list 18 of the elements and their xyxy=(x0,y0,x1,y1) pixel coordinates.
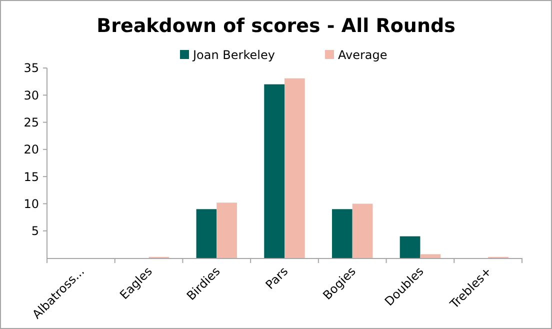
legend-label: Joan Berkeley xyxy=(192,48,275,62)
y-tick-label: 5 xyxy=(31,224,39,238)
bar xyxy=(264,84,284,258)
y-tick-label: 30 xyxy=(24,88,39,102)
bar xyxy=(352,204,373,258)
bar xyxy=(216,202,237,258)
y-tick-label: 20 xyxy=(24,142,39,157)
bar xyxy=(196,209,217,258)
y-tick-label: 35 xyxy=(24,61,39,76)
bar xyxy=(332,209,352,258)
y-tick-label: 15 xyxy=(24,170,39,184)
bar xyxy=(284,78,305,258)
y-tick-label: 10 xyxy=(24,196,39,211)
chart-title: Breakdown of scores - All Rounds xyxy=(96,15,456,37)
legend-label: Average xyxy=(338,48,388,62)
bar xyxy=(400,236,420,258)
y-tick-label: 25 xyxy=(24,115,39,130)
bar xyxy=(420,254,441,258)
